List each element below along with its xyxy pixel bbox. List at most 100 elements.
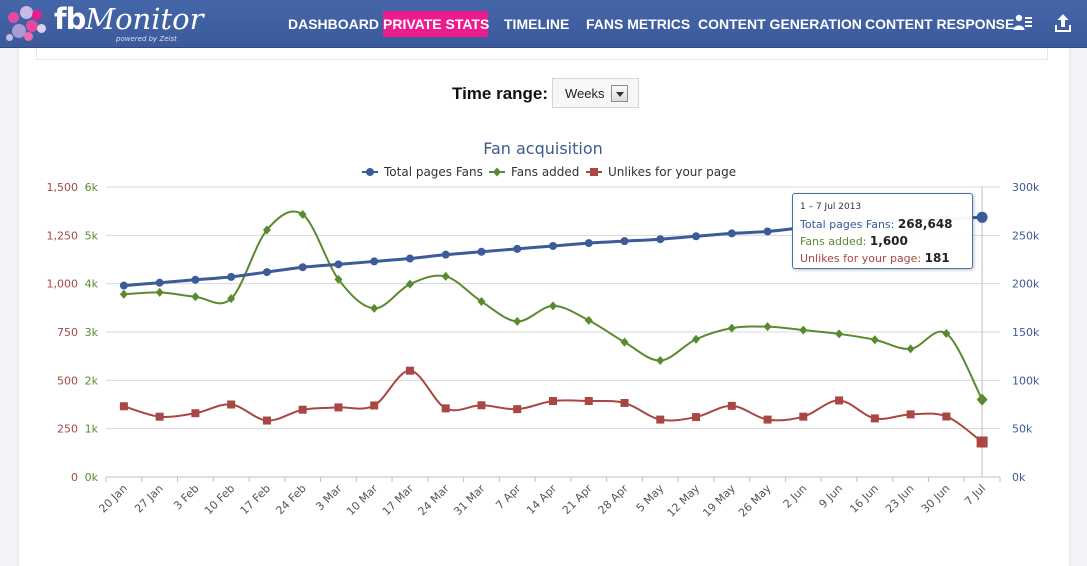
x-tick-label: 30 Jun — [919, 482, 953, 516]
data-point — [656, 415, 665, 424]
tooltip-row-fans-added: Fans added: 1,600 — [800, 233, 972, 250]
user-card-icon[interactable] — [1012, 12, 1034, 36]
brand-name: fbMonitor — [54, 2, 203, 36]
tooltip-value: 1,600 — [869, 234, 908, 248]
data-point — [870, 414, 879, 423]
data-point — [835, 329, 844, 339]
nav-dashboard[interactable]: DASHBOARD — [288, 16, 379, 32]
data-point — [477, 247, 486, 256]
legend-label: Total pages Fans — [383, 165, 483, 179]
data-point — [976, 436, 988, 448]
x-tick-label: 21 Apr — [560, 482, 595, 517]
x-tick-label: 17 Feb — [238, 482, 273, 517]
tooltip-label: Total pages Fans: — [800, 218, 895, 231]
data-point — [692, 334, 701, 344]
x-tick-label: 7 Apr — [493, 482, 523, 512]
data-point — [370, 401, 379, 410]
time-range-select[interactable]: Weeks — [552, 78, 639, 108]
panel-header-strip — [36, 48, 1048, 60]
y-tick-label-left-inner: 1k — [85, 423, 99, 436]
y-tick-label-right: 100k — [1012, 374, 1040, 387]
data-point — [870, 335, 879, 345]
nav-content-generation[interactable]: CONTENT GENERATION — [698, 16, 862, 32]
data-point — [584, 315, 593, 325]
data-point — [262, 416, 271, 425]
data-point — [584, 239, 593, 248]
y-tick-label-right: 300k — [1012, 181, 1040, 194]
tooltip-value: 181 — [924, 251, 950, 265]
data-point — [405, 254, 414, 263]
nav-content-response[interactable]: CONTENT RESPONSE — [865, 16, 1015, 32]
data-point — [620, 237, 629, 246]
data-point — [906, 410, 915, 419]
upload-icon[interactable] — [1052, 12, 1074, 36]
chart-title: Fan acquisition — [483, 139, 603, 158]
y-tick-label-left-outer: 500 — [57, 374, 78, 387]
fbmonitor-logo[interactable]: fbMonitor powered by Zeist — [6, 2, 203, 44]
data-point — [513, 405, 522, 414]
data-point — [227, 400, 236, 409]
data-point — [692, 413, 701, 422]
legend-marker — [493, 167, 501, 177]
nav-private-stats[interactable]: PRIVATE STATS — [383, 11, 489, 37]
data-point — [942, 328, 951, 338]
data-point — [692, 232, 701, 241]
nav-timeline[interactable]: TIMELINE — [504, 16, 570, 32]
data-point — [835, 396, 844, 405]
data-point — [298, 210, 307, 220]
data-point — [155, 412, 164, 421]
data-point — [119, 289, 128, 299]
tooltip-header: 1 – 7 Jul 2013 — [800, 202, 862, 212]
x-tick-label: 17 Mar — [380, 482, 417, 519]
data-point — [191, 409, 200, 418]
brand-name-rest: Monitor — [85, 2, 204, 36]
x-tick-label: 7 Jul — [962, 482, 988, 508]
data-point — [620, 398, 629, 407]
x-tick-label: 28 Apr — [596, 482, 631, 517]
data-point — [727, 229, 736, 238]
data-point — [191, 275, 200, 284]
data-point — [298, 263, 307, 272]
data-point — [656, 235, 665, 244]
data-point — [441, 250, 450, 259]
x-tick-label: 3 Mar — [313, 482, 345, 514]
data-point — [656, 356, 665, 366]
data-point — [942, 412, 951, 421]
x-tick-label: 9 Jun — [816, 482, 845, 511]
y-tick-label-right: 50k — [1012, 423, 1033, 436]
time-range-label: Time range: — [452, 84, 549, 103]
y-tick-label-right: 250k — [1012, 229, 1040, 242]
y-tick-label-right: 0k — [1012, 471, 1026, 484]
nav-fans-metrics[interactable]: FANS METRICS — [586, 16, 691, 32]
data-point — [976, 211, 988, 223]
data-point — [262, 268, 271, 277]
brand-tagline: powered by Zeist — [116, 35, 177, 43]
data-point — [298, 405, 307, 414]
data-point — [155, 287, 164, 297]
x-tick-label: 10 Feb — [202, 482, 237, 517]
data-point — [441, 404, 450, 413]
data-point — [549, 241, 557, 250]
data-point — [763, 227, 772, 236]
data-point — [119, 281, 128, 290]
tooltip-row-unlikes: Unlikes for your page: 181 — [800, 250, 972, 267]
data-point — [727, 323, 736, 333]
tooltip-value: 268,648 — [897, 217, 953, 231]
data-point — [262, 225, 271, 235]
y-tick-label-left-outer: 250 — [57, 423, 78, 436]
data-point — [477, 401, 486, 410]
data-point — [191, 292, 200, 302]
data-point — [549, 301, 557, 311]
y-tick-label-left-inner: 3k — [85, 326, 99, 339]
data-point — [513, 244, 522, 253]
data-point — [763, 415, 772, 424]
data-point — [334, 260, 343, 269]
x-tick-label: 3 Feb — [171, 482, 201, 512]
chevron-down-icon[interactable] — [611, 85, 628, 102]
data-point — [727, 401, 736, 410]
data-point — [227, 294, 236, 304]
legend-label: Fans added — [511, 165, 579, 179]
data-point — [799, 325, 808, 335]
x-tick-label: 20 Jan — [96, 482, 130, 516]
